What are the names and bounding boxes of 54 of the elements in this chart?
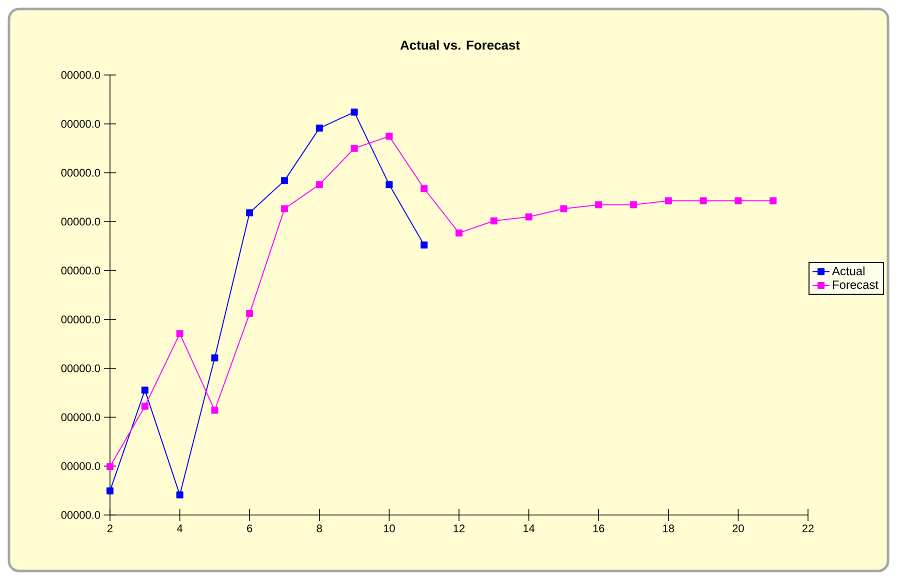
x-tick-label: 2: [108, 524, 112, 532]
x-tick-label: 22: [802, 524, 814, 532]
x-tick-label: 8: [316, 524, 322, 532]
point: [595, 201, 602, 208]
point: [211, 354, 218, 362]
point: [770, 197, 777, 204]
point: [386, 132, 393, 140]
point: [560, 205, 568, 212]
point: [664, 197, 672, 204]
legend-label: Actual: [832, 266, 864, 276]
point: [246, 310, 254, 318]
point: [176, 330, 184, 338]
text: 00000.0: [61, 266, 100, 274]
text: 00000.0: [61, 462, 100, 470]
text: 00000.0: [61, 168, 100, 177]
text: 00000.0: [61, 511, 100, 519]
point: [106, 487, 114, 494]
legend-label: Forecast: [833, 280, 878, 289]
point: [141, 402, 148, 410]
x-tick-label: 14: [524, 524, 535, 532]
x-tick-label: 18: [663, 524, 674, 532]
point: [456, 229, 463, 236]
text: 00000.0: [61, 218, 100, 226]
text: 00000.0: [61, 120, 100, 128]
point: [734, 197, 742, 204]
point: [176, 491, 184, 498]
point: [630, 201, 638, 208]
point: [700, 197, 707, 204]
point: [386, 181, 393, 188]
x-tick-label: 10: [384, 524, 395, 532]
point: [316, 124, 323, 132]
point: [490, 217, 498, 224]
text: 00000.0: [61, 413, 100, 422]
x-tick-label: 20: [732, 524, 744, 532]
text: 00000.0: [61, 71, 100, 79]
point: [350, 108, 358, 116]
point: [281, 177, 288, 184]
x-tick-label: 4: [177, 524, 183, 532]
x-tick-label: 16: [593, 524, 604, 532]
point: [106, 463, 114, 470]
point: [281, 205, 288, 212]
text: 00000.0: [61, 316, 100, 324]
point: [141, 386, 148, 394]
chart-title: Actual vs. Forecast: [400, 40, 520, 50]
point: [420, 242, 428, 249]
point: [350, 144, 358, 152]
point: [211, 406, 218, 414]
point: [525, 213, 532, 220]
point: [420, 185, 428, 192]
point: [316, 181, 323, 188]
x-tick-label: 12: [454, 524, 465, 532]
text: 00000.0: [61, 364, 100, 372]
x-tick-label: 6: [247, 524, 252, 532]
point: [246, 209, 254, 216]
